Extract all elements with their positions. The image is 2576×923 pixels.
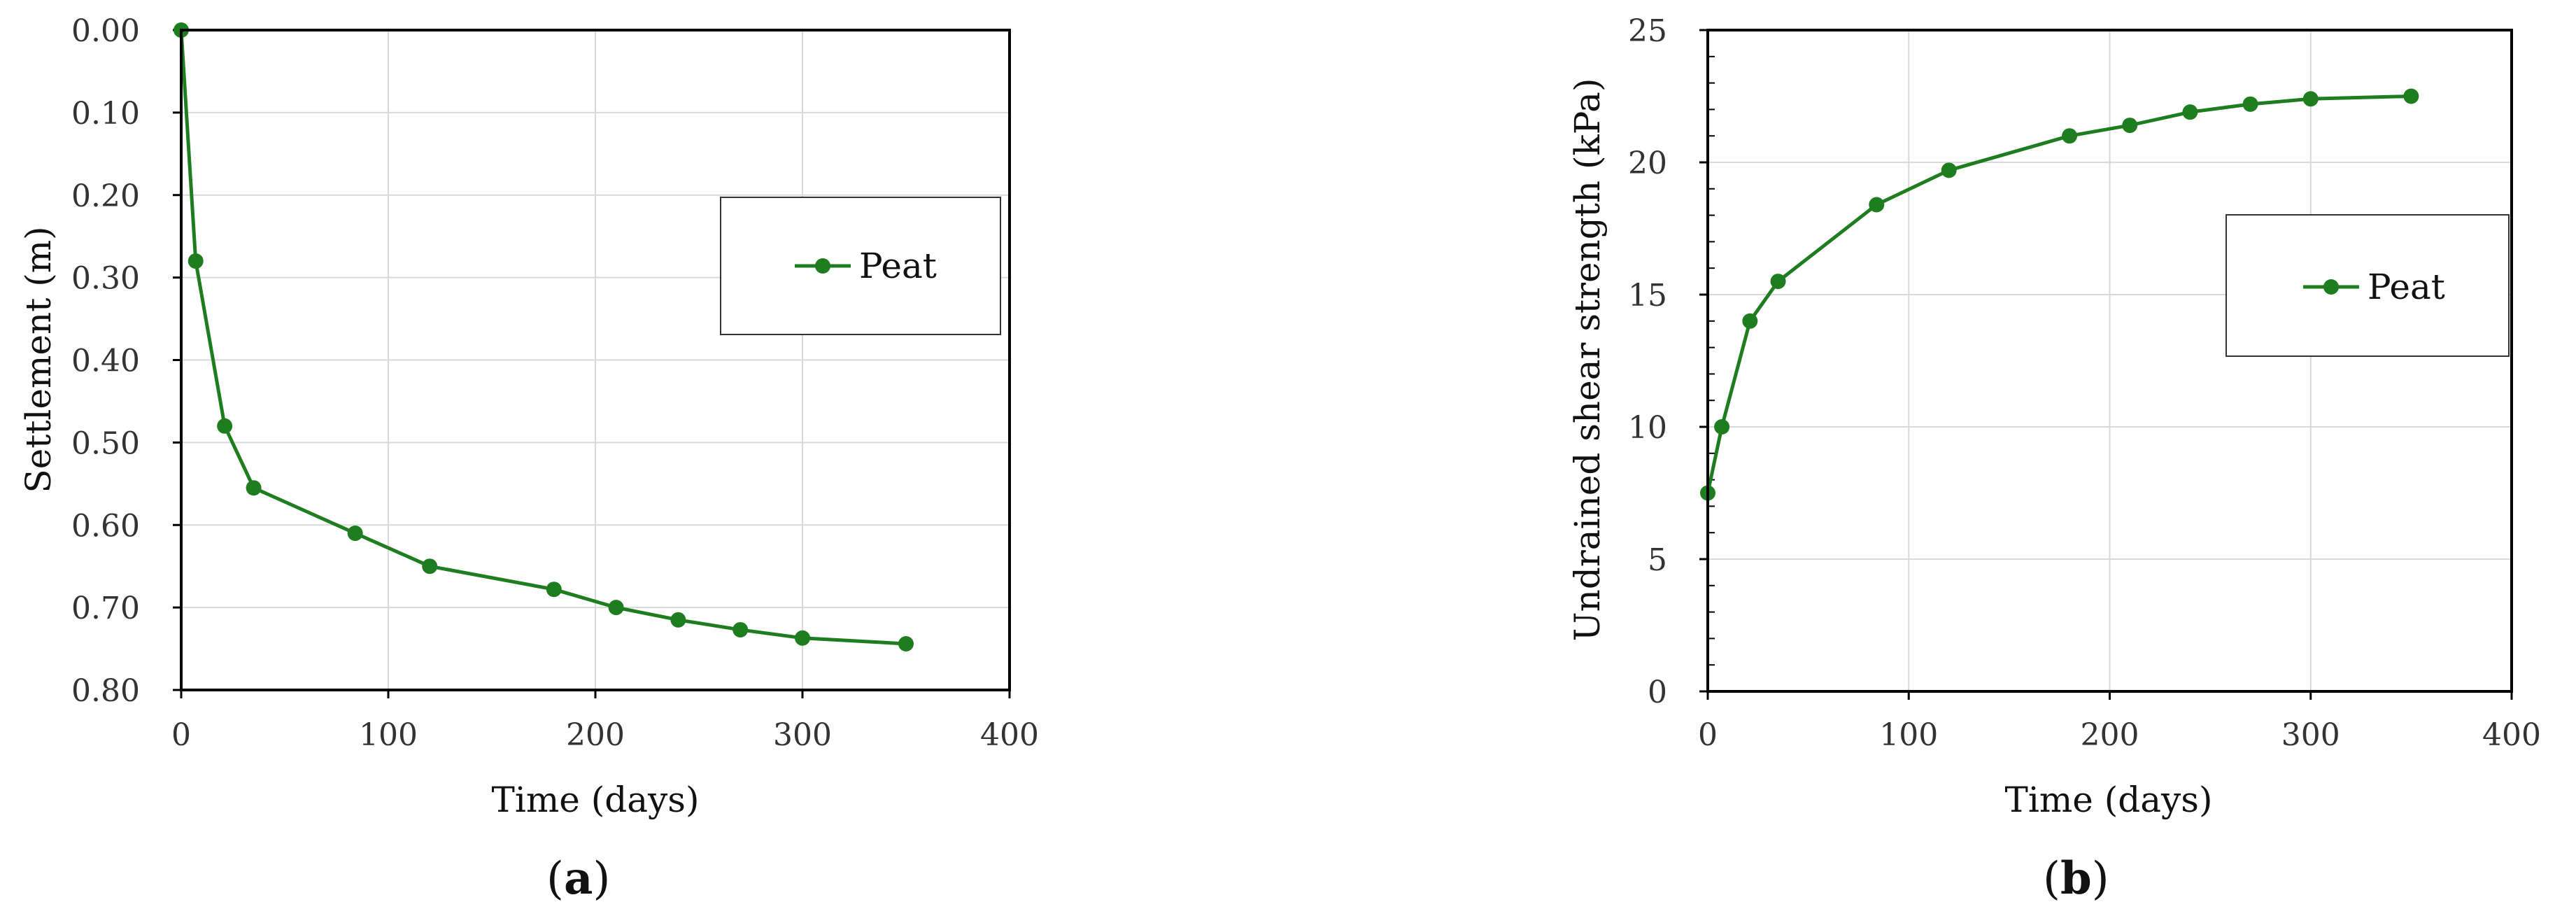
legend-label: Peat: [2368, 267, 2445, 307]
x-tick-label: 400: [980, 717, 1039, 753]
y-tick-label: 0.00: [71, 13, 140, 49]
legend-a: Peat: [720, 197, 1001, 335]
x-tick-label: 300: [2281, 717, 2340, 753]
y-tick-label: 5: [1648, 542, 1667, 578]
plot-frame-b: [1706, 29, 2513, 693]
y-tick-label: 10: [1628, 410, 1667, 446]
y-tick-label: 0.50: [71, 425, 140, 461]
data-point: [1714, 419, 1730, 435]
x-axis-title-a: Time (days): [492, 780, 700, 820]
y-tick-label: 0.70: [71, 591, 140, 626]
panel-label-b: (b): [2043, 852, 2109, 905]
chart-panel-a: Peat 0 100 200 300 400 0.000.100.200.300.400…: [18, 13, 1039, 905]
y-tick-label: 0.40: [71, 344, 140, 379]
legend-box: [2225, 214, 2510, 357]
data-point: [1941, 162, 1957, 178]
data-point: [246, 480, 262, 496]
y-tick-labels-b: 0 5 10 15 20 25: [1628, 13, 1667, 710]
data-point: [2403, 88, 2419, 104]
legend-marker: [2323, 279, 2339, 295]
y-tick-label: 0.30: [71, 261, 140, 297]
data-point: [217, 418, 233, 434]
panel-label-a: (a): [546, 852, 610, 905]
y-tick-label: 15: [1628, 278, 1667, 313]
data-point: [2122, 118, 2138, 134]
plot-frame-a: [180, 29, 1011, 691]
data-point: [670, 612, 686, 628]
data-point: [1770, 274, 1786, 290]
legend-label: Peat: [859, 246, 937, 286]
x-tick-label: 0: [1698, 717, 1718, 753]
y-axis-title-a: Settlement (m): [18, 226, 59, 493]
data-point: [2302, 91, 2319, 107]
legend-marker: [815, 258, 830, 274]
y-tick-label: 0.10: [71, 96, 140, 132]
y-tick-label: 0.20: [71, 178, 140, 214]
data-point: [187, 253, 204, 269]
data-point: [2242, 96, 2258, 112]
data-point: [1869, 197, 1885, 213]
grid-a: [173, 29, 1011, 698]
legend-b: Peat: [2225, 214, 2510, 357]
x-axis-title-b: Time (days): [2005, 780, 2213, 820]
legend-box: [720, 197, 1001, 335]
series-b: [1700, 88, 2419, 501]
y-tick-label: 20: [1628, 146, 1667, 181]
y-tick-label: 25: [1628, 13, 1667, 49]
data-point: [546, 582, 562, 598]
x-tick-label: 0: [171, 717, 191, 753]
chart-panel-b: Peat 0 100 200 300 400 0 5 10 15 20 25 Time (days…: [1567, 13, 2541, 905]
y-tick-labels-a: 0.00 0.10 0.20 0.30 0.40 0.50 0.60 0.70 0.80: [71, 13, 140, 709]
series-line: [179, 29, 907, 646]
y-tick-label: 0: [1648, 675, 1667, 710]
y-tick-label: 0.60: [71, 508, 140, 544]
data-point: [422, 558, 438, 575]
data-point: [898, 635, 914, 651]
data-point: [2062, 128, 2078, 144]
x-tick-labels-a: 0 100 200 300 400: [171, 717, 1039, 753]
data-point: [795, 630, 810, 646]
data-point: [608, 600, 624, 616]
x-tick-label: 400: [2482, 717, 2541, 753]
x-tick-label: 300: [773, 717, 832, 753]
x-tick-label: 100: [359, 717, 418, 753]
data-point: [1742, 313, 1758, 329]
data-point: [347, 526, 363, 542]
y-tick-label: 0.80: [71, 673, 140, 709]
x-tick-label: 200: [566, 717, 625, 753]
x-tick-label: 200: [2081, 717, 2139, 753]
series-line: [1706, 94, 2412, 494]
x-tick-label: 100: [1879, 717, 1938, 753]
y-axis-title-b: Undrained shear strength (kPa): [1567, 78, 1608, 642]
data-point: [2182, 104, 2198, 120]
data-point: [733, 621, 749, 637]
x-tick-labels-b: 0 100 200 300 400: [1698, 717, 2541, 753]
